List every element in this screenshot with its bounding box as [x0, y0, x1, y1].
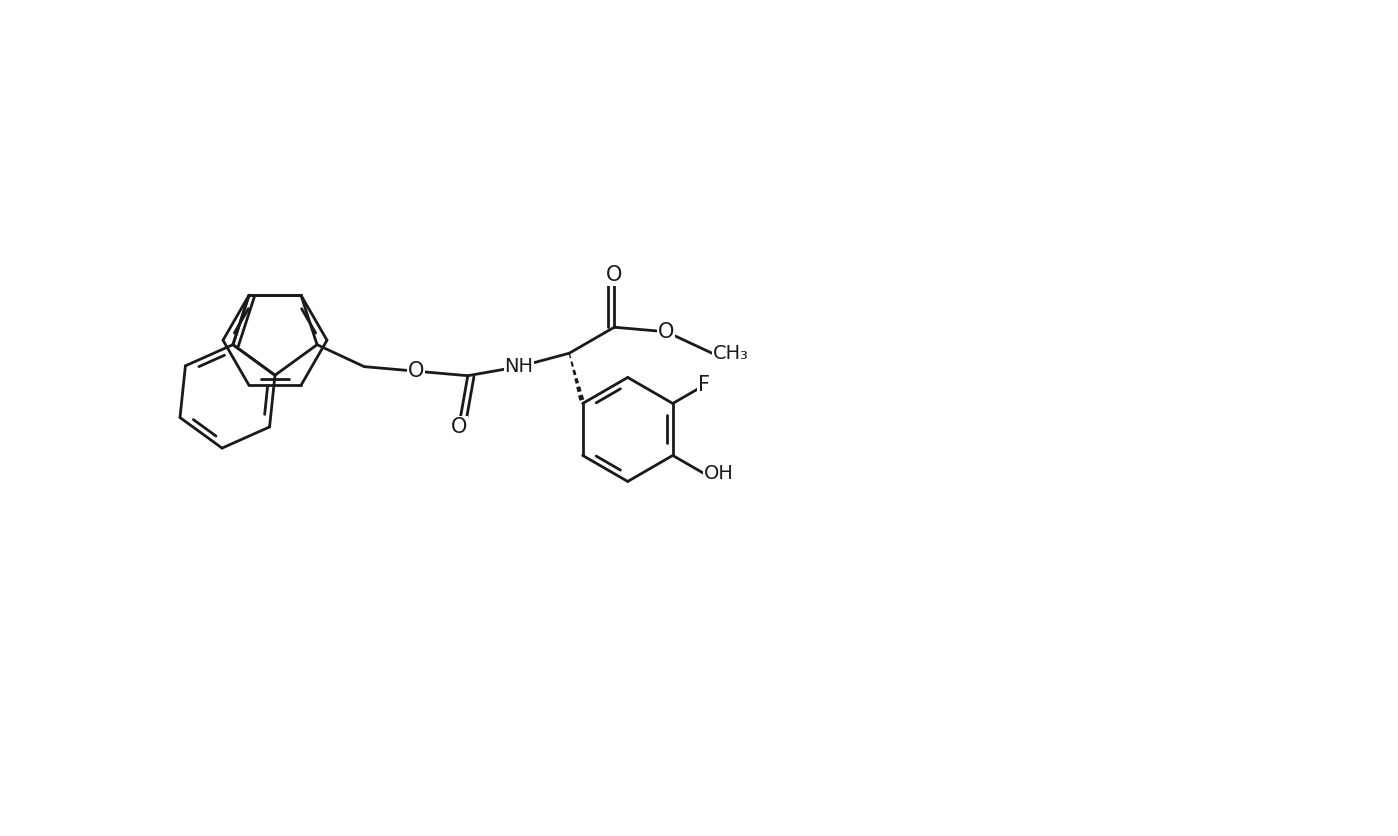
Text: O: O [658, 322, 674, 342]
Text: O: O [607, 265, 622, 285]
Text: F: F [698, 375, 710, 395]
Text: OH: OH [705, 464, 734, 483]
Text: NH: NH [505, 357, 534, 376]
Text: O: O [450, 417, 467, 437]
Text: CH₃: CH₃ [713, 344, 749, 363]
Text: O: O [408, 361, 424, 381]
